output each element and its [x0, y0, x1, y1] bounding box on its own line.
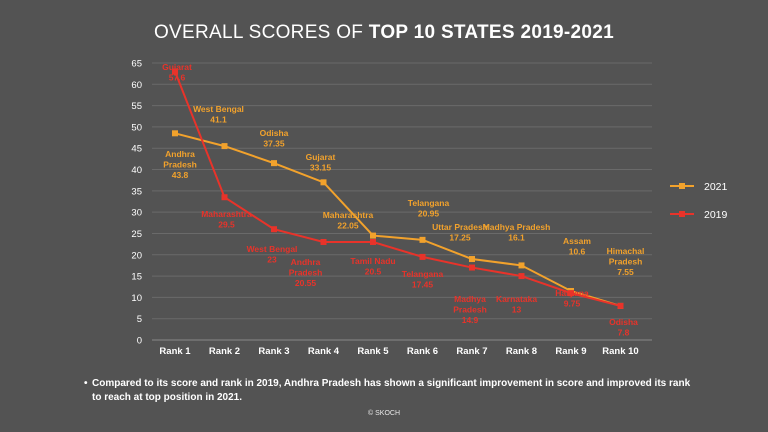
- data-label-2021: Maharashtra 22.05: [323, 210, 374, 231]
- data-label-2021: Assam 10.6: [563, 236, 591, 257]
- x-tick-label: Rank 1: [159, 346, 191, 357]
- data-point-2019: [370, 238, 376, 245]
- y-tick-label: 10: [131, 293, 142, 304]
- x-tick-label: Rank 6: [407, 346, 438, 357]
- data-label-2019: Gujarat 57.6: [162, 62, 192, 83]
- x-tick-label: Rank 4: [308, 346, 340, 357]
- y-tick-label: 45: [131, 144, 142, 155]
- footnote-text: Compared to its score and rank in 2019, …: [92, 378, 691, 403]
- y-tick-label: 0: [137, 336, 142, 347]
- data-label-2021: Odisha 37.35: [260, 128, 289, 149]
- data-point-2021: [419, 236, 426, 243]
- x-tick-label: Rank 2: [209, 346, 240, 357]
- y-tick-label: 35: [131, 186, 142, 197]
- y-tick-label: 30: [131, 208, 142, 219]
- x-tick-label: Rank 3: [258, 346, 289, 357]
- y-tick-label: 20: [131, 250, 142, 261]
- data-point-2021: [172, 130, 178, 137]
- footnote-bullet: •: [84, 378, 88, 389]
- data-point-2019: [469, 264, 475, 271]
- y-tick-label: 50: [131, 122, 142, 133]
- legend-marker-2019: [679, 211, 685, 217]
- data-point-2019: [320, 238, 327, 245]
- data-label-2019: Karnataka 13: [496, 294, 537, 315]
- data-point-2021: [469, 256, 475, 263]
- y-tick-label: 60: [131, 80, 142, 91]
- data-point-2019: [568, 290, 574, 297]
- data-label-2021: Andhra Pradesh 43.8: [163, 149, 197, 180]
- data-point-2021: [370, 232, 376, 239]
- data-point-2019: [271, 226, 277, 233]
- y-tick-label: 40: [131, 165, 142, 176]
- data-point-2021: [271, 160, 277, 167]
- data-label-2021: West Bengal 41.1: [193, 104, 244, 125]
- x-tick-label: Rank 7: [456, 346, 487, 357]
- data-point-2021: [221, 143, 228, 150]
- data-label-2021: Gujarat 33.15: [306, 152, 336, 173]
- x-tick-label: Rank 8: [506, 346, 537, 357]
- data-label-2019: West Bengal 23: [247, 244, 298, 265]
- data-label-2019: Haryana 9.75: [555, 288, 589, 309]
- y-tick-label: 5: [137, 314, 142, 325]
- y-tick-label: 25: [131, 229, 142, 240]
- legend-label-2019: 2019: [704, 209, 728, 221]
- y-tick-label: 65: [131, 59, 142, 70]
- y-tick-label: 55: [131, 101, 142, 112]
- x-tick-label: Rank 5: [357, 346, 389, 357]
- series-line-2019: [174, 71, 621, 307]
- y-tick-label: 15: [131, 272, 142, 283]
- data-label-2021: Himachal Pradesh 7.55: [607, 246, 645, 277]
- data-label-2019: Odisha 7.8: [609, 317, 638, 338]
- x-tick-label: Rank 9: [555, 346, 586, 357]
- data-point-2019: [172, 68, 178, 75]
- data-label-2019: Telangana 17.45: [402, 269, 444, 290]
- chart-title: OVERALL SCORES OF TOP 10 STATES 2019-202…: [153, 22, 615, 43]
- series-line-2021: [174, 132, 621, 307]
- data-point-2021: [320, 179, 327, 186]
- data-label-2019: Tamil Nadu 20.5: [350, 256, 395, 277]
- x-tick-label: Rank 10: [602, 346, 638, 357]
- data-point-2019: [221, 194, 228, 201]
- data-label-2021: Telangana 20.95: [408, 198, 450, 219]
- data-point-2019: [617, 302, 624, 309]
- legend-marker-2021: [679, 183, 685, 189]
- copyright-credit: © SKOCH: [368, 410, 400, 417]
- legend-label-2021: 2021: [704, 181, 728, 193]
- data-point-2019: [518, 273, 525, 280]
- data-label-2021: Uttar Pradesh 17.25: [432, 222, 488, 243]
- data-point-2019: [419, 253, 426, 260]
- data-label-2019: Maharashtra 29.5: [201, 209, 252, 230]
- data-label-2019: Madhya Pradesh 14.9: [453, 294, 487, 325]
- footnote: • Compared to its score and rank in 2019…: [84, 377, 692, 405]
- data-point-2021: [518, 262, 525, 269]
- data-label-2019: Andhra Pradesh 20.55: [289, 257, 323, 288]
- data-label-2021: Madhya Pradesh 16.1: [483, 222, 551, 243]
